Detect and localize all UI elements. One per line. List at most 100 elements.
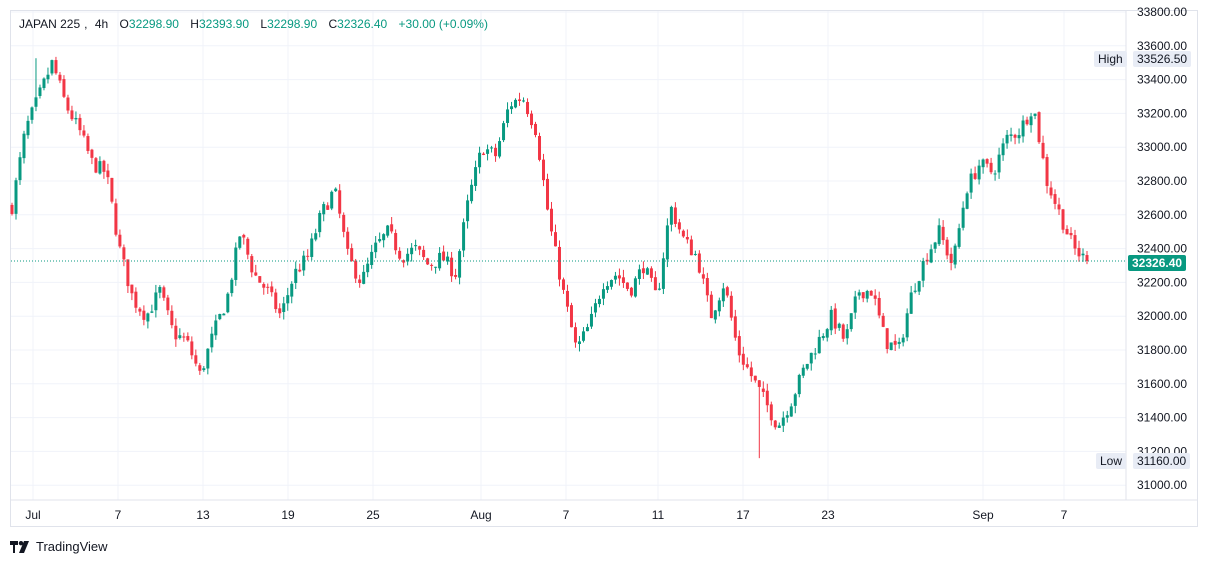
candle-body bbox=[54, 60, 58, 74]
candle-body bbox=[150, 311, 154, 313]
candle-body bbox=[1065, 228, 1069, 235]
candle-body bbox=[98, 161, 102, 174]
tradingview-icon bbox=[10, 540, 29, 553]
candle-body bbox=[402, 260, 406, 263]
candle-body bbox=[446, 256, 450, 262]
candle-body bbox=[793, 394, 797, 406]
candle-body bbox=[386, 225, 390, 236]
candle-body bbox=[538, 136, 542, 160]
x-tick-label: 11 bbox=[652, 508, 665, 522]
candle-body bbox=[1013, 134, 1017, 138]
candle-body bbox=[1001, 143, 1005, 156]
candle-body bbox=[845, 329, 849, 339]
candle-body bbox=[557, 246, 561, 280]
candle-body bbox=[486, 149, 490, 154]
candle-body bbox=[306, 255, 310, 257]
symbol-name[interactable]: JAPAN 225 bbox=[19, 17, 81, 31]
candle-body bbox=[274, 292, 278, 310]
candle-body bbox=[114, 203, 118, 235]
candle-body bbox=[817, 336, 821, 354]
candle-body bbox=[342, 214, 346, 232]
candle-body bbox=[969, 173, 973, 193]
candle-body bbox=[514, 99, 518, 108]
candle-body bbox=[901, 337, 905, 343]
candle-body bbox=[961, 207, 965, 228]
candle-body bbox=[921, 260, 925, 281]
candle-body bbox=[1077, 247, 1081, 257]
candle-body bbox=[474, 167, 478, 186]
candle-body bbox=[310, 238, 314, 257]
low-label: Low bbox=[1096, 453, 1127, 469]
candle-body bbox=[877, 297, 881, 316]
candle-body bbox=[390, 224, 394, 232]
candle-body bbox=[478, 152, 482, 168]
candle-body bbox=[318, 212, 322, 233]
tradingview-logo[interactable]: TradingView bbox=[10, 539, 108, 554]
change-value: +30.00 (+0.09%) bbox=[398, 17, 488, 31]
candle-body bbox=[470, 184, 474, 202]
high-value-label: 33526.50 bbox=[1133, 51, 1192, 67]
candle-body bbox=[82, 130, 86, 136]
candle-body bbox=[130, 284, 134, 294]
candle-body bbox=[761, 388, 765, 392]
x-tick-label: 7 bbox=[563, 508, 570, 522]
candle-body bbox=[518, 99, 522, 101]
candle-body bbox=[737, 336, 741, 356]
candle-body bbox=[206, 348, 210, 369]
y-tick-label: 32400.00 bbox=[1137, 242, 1187, 256]
candle-body bbox=[953, 245, 957, 265]
candle-body bbox=[649, 268, 653, 278]
timeframe[interactable]: 4h bbox=[94, 17, 109, 31]
x-tick-label: Aug bbox=[470, 508, 491, 522]
candle-body bbox=[134, 291, 138, 308]
high-label: High bbox=[1094, 51, 1127, 67]
candle-body bbox=[210, 333, 214, 348]
candle-body bbox=[669, 206, 673, 225]
candle-body bbox=[338, 190, 342, 214]
candle-body bbox=[605, 286, 609, 290]
ohlc-header: JAPAN 225, 4h O32298.90 H32393.90 L32298… bbox=[19, 17, 488, 31]
candle-body bbox=[881, 315, 885, 327]
candle-body bbox=[993, 173, 997, 175]
candle-body bbox=[290, 283, 294, 297]
candle-body bbox=[709, 294, 713, 319]
candle-body bbox=[1029, 116, 1033, 126]
candle-body bbox=[326, 205, 330, 210]
candle-body bbox=[925, 259, 929, 262]
candle-body bbox=[426, 258, 430, 265]
high-key: H bbox=[190, 17, 199, 31]
candle-body bbox=[126, 259, 130, 287]
x-tick-label: Jul bbox=[25, 508, 40, 522]
candle-body bbox=[653, 277, 657, 291]
candle-body bbox=[789, 406, 793, 417]
candle-body bbox=[749, 367, 753, 377]
candle-body bbox=[406, 253, 410, 262]
candle-body bbox=[222, 313, 226, 316]
candle-body bbox=[625, 282, 629, 289]
candle-body bbox=[829, 309, 833, 331]
candle-body bbox=[1061, 209, 1065, 230]
candle-body bbox=[809, 352, 813, 364]
y-tick-label: 32200.00 bbox=[1137, 275, 1187, 289]
candle-body bbox=[781, 417, 785, 426]
candle-body bbox=[414, 245, 418, 247]
candle-body bbox=[745, 364, 749, 368]
candle-body bbox=[18, 157, 22, 181]
candle-body bbox=[118, 234, 122, 247]
candle-body bbox=[174, 325, 178, 340]
x-tick-label: 13 bbox=[196, 508, 210, 522]
candle-body bbox=[262, 284, 266, 288]
candle-body bbox=[382, 234, 386, 241]
candle-body bbox=[202, 368, 206, 371]
candle-body bbox=[166, 297, 170, 311]
candle-body bbox=[985, 159, 989, 164]
candle-body bbox=[422, 249, 426, 258]
candle-body bbox=[917, 281, 921, 292]
low-key: L bbox=[260, 17, 268, 31]
candle-body bbox=[721, 288, 725, 302]
candle-body bbox=[637, 269, 641, 279]
candle-body bbox=[1021, 120, 1025, 137]
candle-body bbox=[629, 287, 633, 296]
candle-body bbox=[869, 290, 873, 296]
